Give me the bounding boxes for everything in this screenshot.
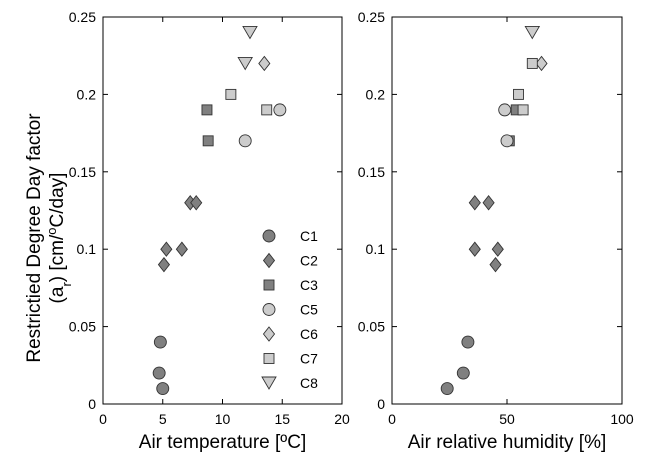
left-y-tick-label: 0.25 <box>69 9 96 25</box>
right-point-c5 <box>498 103 512 117</box>
legend-marker-c6 <box>262 326 276 342</box>
left-x-tick-label: 0 <box>99 411 107 427</box>
left-point-c8 <box>242 26 258 40</box>
right-y-tick-label: 0 <box>377 396 385 412</box>
legend-label-c7: C7 <box>300 351 318 367</box>
left-point-c5 <box>238 134 252 148</box>
right-y-tick-label: 0.1 <box>366 241 386 257</box>
legend-label-c8: C8 <box>300 375 318 391</box>
right-y-tick-label: 0.2 <box>366 86 386 102</box>
left-point-c2 <box>190 195 203 211</box>
right-panel: 0 50 100 0 0.05 0.1 0.15 0.2 0.25 Air relative hu… <box>358 9 634 453</box>
left-point-c2 <box>157 256 171 273</box>
right-point-c6 <box>535 55 548 72</box>
right-point-c7 <box>526 57 538 69</box>
left-point-c8 <box>237 56 253 71</box>
left-x-tick-label: 10 <box>215 411 231 427</box>
left-point-c2 <box>160 241 173 257</box>
right-point-c2 <box>491 241 504 257</box>
legend-marker-c5 <box>262 303 276 316</box>
left-plot-frame <box>102 16 343 405</box>
left-x-tick-label: 20 <box>334 411 350 427</box>
legend-marker-c1 <box>262 229 276 243</box>
right-point-c2 <box>482 195 495 211</box>
legend: C1 C2 C3 C5 C6 C7 C8 <box>261 228 318 391</box>
right-x-axis-label: Air relative humidity [%] <box>408 432 607 453</box>
left-point-c3 <box>202 135 214 147</box>
right-point-c7 <box>517 104 529 116</box>
legend-marker-c2 <box>262 252 276 269</box>
left-y-tick-label: 0.05 <box>69 319 96 335</box>
legend-label-c3: C3 <box>300 277 318 293</box>
y-axis-label-line2: (ar) [cm/oC/day] <box>44 173 74 304</box>
right-y-tick-label: 0.05 <box>358 319 385 335</box>
legend-label-c5: C5 <box>300 302 318 318</box>
left-y-tick-label: 0.2 <box>77 86 97 102</box>
right-x-tick-label: 0 <box>388 411 396 427</box>
left-y-tick-label: 0.1 <box>77 241 97 257</box>
right-x-tick-label: 50 <box>499 411 515 427</box>
right-x-tick-label: 100 <box>610 411 634 427</box>
right-point-c1 <box>456 366 470 380</box>
right-point-c8 <box>524 26 541 40</box>
left-point-c1 <box>153 335 167 349</box>
left-point-c3 <box>201 104 213 116</box>
left-point-c6 <box>258 55 271 72</box>
right-point-c5 <box>500 134 514 148</box>
left-point-c5 <box>273 103 287 117</box>
left-panel: 0 5 10 15 20 0 0.05 0.1 0.15 0.2 0.25 Air temperatu… <box>69 9 350 453</box>
left-point-c1 <box>156 382 170 395</box>
right-point-c2 <box>489 256 502 273</box>
left-x-tick-label: 5 <box>159 411 167 427</box>
right-point-c1 <box>440 382 454 395</box>
left-y-tick-label: 0 <box>88 396 96 412</box>
right-point-c2 <box>468 241 481 257</box>
right-point-c1 <box>461 335 475 349</box>
right-plot-frame <box>391 16 623 405</box>
right-point-c7 <box>513 88 524 100</box>
left-point-c1 <box>152 366 166 380</box>
left-point-c7 <box>225 88 237 100</box>
legend-label-c2: C2 <box>300 253 318 269</box>
right-point-c2 <box>468 195 481 211</box>
left-x-tick-label: 15 <box>274 411 290 427</box>
legend-marker-c8 <box>261 376 277 390</box>
left-point-c7 <box>261 104 273 116</box>
left-point-c2 <box>175 241 188 257</box>
legend-label-c6: C6 <box>300 326 318 342</box>
right-y-tick-label: 0.25 <box>358 9 385 25</box>
right-y-tick-label: 0.15 <box>358 164 385 180</box>
legend-marker-c3 <box>263 279 275 291</box>
left-y-tick-label: 0.15 <box>69 164 96 180</box>
left-x-axis-label: Air temperature [ºC] <box>139 432 306 453</box>
legend-marker-c7 <box>263 353 275 364</box>
y-axis-label-line1: Restrictied Degree Day factor <box>24 113 45 363</box>
legend-label-c1: C1 <box>300 228 318 244</box>
